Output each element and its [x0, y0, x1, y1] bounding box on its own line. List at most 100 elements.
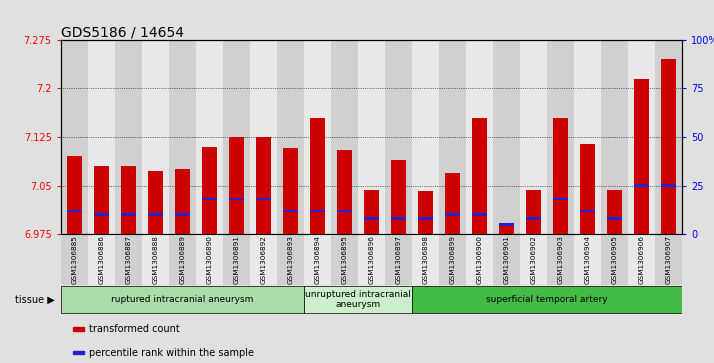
Bar [601, 40, 628, 234]
Bar [67, 156, 81, 234]
Text: superficial temporal artery: superficial temporal artery [486, 295, 608, 304]
Bar [358, 40, 385, 234]
Text: GDS5186 / 14654: GDS5186 / 14654 [61, 26, 183, 40]
Text: GSM1306897: GSM1306897 [396, 235, 401, 284]
Bar [115, 40, 141, 234]
Bar [553, 198, 568, 200]
Bar [223, 40, 250, 234]
Bar [148, 213, 163, 216]
Bar [607, 217, 622, 220]
Text: GSM1306904: GSM1306904 [584, 235, 590, 284]
Bar [121, 166, 136, 234]
Bar [148, 171, 163, 234]
Bar [310, 209, 325, 212]
Bar [88, 40, 115, 234]
Bar [141, 234, 169, 285]
Bar [283, 148, 298, 234]
Text: GSM1306902: GSM1306902 [531, 235, 536, 284]
Bar [202, 147, 216, 234]
Bar [385, 40, 412, 234]
Bar [466, 40, 493, 234]
Bar [520, 40, 547, 234]
Bar [634, 184, 649, 187]
Bar [574, 234, 601, 285]
Bar [391, 217, 406, 220]
Text: GSM1306886: GSM1306886 [99, 235, 104, 284]
Bar [580, 143, 595, 234]
Bar [385, 234, 412, 285]
Bar [418, 191, 433, 234]
Bar [283, 209, 298, 212]
Bar [661, 184, 675, 187]
Text: GSM1306895: GSM1306895 [341, 235, 347, 284]
Bar [250, 40, 277, 234]
Bar [364, 190, 378, 234]
Bar [574, 40, 601, 234]
Text: GSM1306901: GSM1306901 [503, 235, 509, 284]
Bar [277, 40, 303, 234]
Bar [412, 234, 439, 285]
Bar [61, 40, 88, 234]
Bar [661, 60, 675, 234]
Text: transformed count: transformed count [89, 324, 179, 334]
Bar [175, 213, 190, 216]
Bar [196, 234, 223, 285]
Bar [303, 234, 331, 285]
Text: GSM1306892: GSM1306892 [260, 235, 266, 284]
Bar [88, 234, 115, 285]
Bar [115, 234, 141, 285]
Bar [256, 137, 271, 234]
Bar [228, 198, 243, 200]
Text: GSM1306890: GSM1306890 [206, 235, 212, 284]
Bar [439, 234, 466, 285]
Bar [445, 213, 460, 216]
Bar [67, 209, 81, 212]
Bar [250, 234, 277, 285]
Bar [439, 40, 466, 234]
Bar [391, 160, 406, 234]
Bar [607, 190, 622, 234]
Bar [73, 351, 84, 354]
Bar [655, 234, 682, 285]
Text: GSM1306900: GSM1306900 [476, 235, 483, 284]
Text: GSM1306885: GSM1306885 [71, 235, 77, 284]
Bar [202, 198, 216, 200]
Bar [628, 234, 655, 285]
Text: ruptured intracranial aneurysm: ruptured intracranial aneurysm [111, 295, 253, 304]
Text: unruptured intracranial
aneurysm: unruptured intracranial aneurysm [305, 290, 411, 309]
Bar [472, 213, 487, 216]
Bar [94, 213, 109, 216]
Bar [175, 170, 190, 234]
Text: percentile rank within the sample: percentile rank within the sample [89, 348, 253, 358]
Bar [526, 217, 540, 220]
Bar [94, 166, 109, 234]
Bar [601, 234, 628, 285]
Bar [337, 150, 352, 234]
Text: GSM1306896: GSM1306896 [368, 235, 374, 284]
Bar [547, 234, 574, 285]
Bar [493, 234, 520, 285]
Bar [73, 327, 84, 331]
Bar [331, 234, 358, 285]
Bar [228, 137, 243, 234]
Bar [277, 234, 303, 285]
Bar [466, 234, 493, 285]
Text: tissue ▶: tissue ▶ [15, 294, 54, 305]
Text: GSM1306889: GSM1306889 [179, 235, 185, 284]
Bar [337, 209, 352, 212]
Bar [418, 217, 433, 220]
Bar [358, 234, 385, 285]
Text: GSM1306899: GSM1306899 [449, 235, 456, 284]
Text: GSM1306888: GSM1306888 [152, 235, 159, 284]
Bar [655, 40, 682, 234]
Text: GSM1306903: GSM1306903 [558, 235, 563, 284]
Bar [520, 234, 547, 285]
Text: GSM1306898: GSM1306898 [422, 235, 428, 284]
Bar [256, 198, 271, 200]
Bar [61, 234, 88, 285]
Bar [169, 234, 196, 285]
Bar [499, 224, 514, 234]
Text: GSM1306887: GSM1306887 [125, 235, 131, 284]
Bar [499, 223, 514, 226]
Bar [223, 234, 250, 285]
